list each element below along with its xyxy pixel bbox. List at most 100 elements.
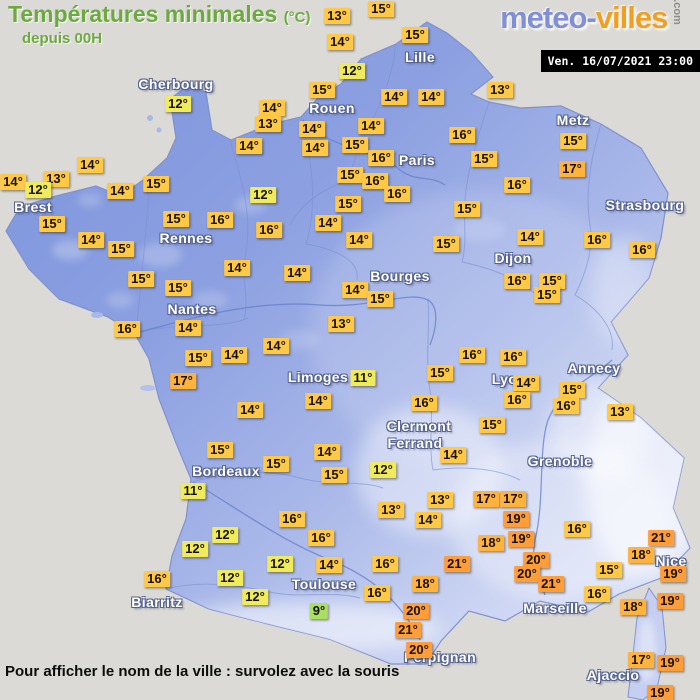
temp-label[interactable]: 14°	[346, 232, 372, 248]
temp-label[interactable]: 14°	[263, 338, 289, 354]
temp-label[interactable]: 15°	[560, 133, 586, 149]
temp-label[interactable]: 15°	[143, 176, 169, 192]
temp-label[interactable]: 15°	[163, 211, 189, 227]
temp-label[interactable]: 19°	[657, 655, 683, 671]
temp-label[interactable]: 16°	[504, 273, 530, 289]
temp-label[interactable]: 12°	[242, 589, 268, 605]
temp-label[interactable]: 19°	[508, 531, 534, 547]
temp-label[interactable]: 15°	[559, 382, 585, 398]
temp-label[interactable]: 14°	[513, 375, 539, 391]
temp-label[interactable]: 15°	[471, 151, 497, 167]
temp-label[interactable]: 14°	[78, 232, 104, 248]
temp-label[interactable]: 15°	[309, 82, 335, 98]
temp-label[interactable]: 14°	[381, 89, 407, 105]
temp-label[interactable]: 16°	[368, 150, 394, 166]
temp-label[interactable]: 13°	[255, 116, 281, 132]
temp-label[interactable]: 15°	[433, 236, 459, 252]
temp-label[interactable]: 17°	[628, 652, 654, 668]
temp-label[interactable]: 14°	[415, 512, 441, 528]
temp-label[interactable]: 14°	[358, 118, 384, 134]
temp-label[interactable]: 12°	[212, 527, 238, 543]
temp-label[interactable]: 21°	[648, 530, 674, 546]
temp-label[interactable]: 12°	[165, 96, 191, 112]
temp-label[interactable]: 17°	[473, 491, 499, 507]
temp-label[interactable]: 15°	[108, 241, 134, 257]
temp-label[interactable]: 15°	[367, 291, 393, 307]
temp-label[interactable]: 16°	[504, 177, 530, 193]
temp-label[interactable]: 16°	[504, 392, 530, 408]
temp-label[interactable]: 12°	[25, 182, 51, 198]
temp-label[interactable]: 12°	[267, 556, 293, 572]
temp-label[interactable]: 11°	[180, 483, 206, 499]
temp-label[interactable]: 21°	[395, 622, 421, 638]
temp-label[interactable]: 14°	[224, 260, 250, 276]
temp-label[interactable]: 17°	[559, 161, 585, 177]
meteo-villes-logo[interactable]: meteo-villes .com	[500, 0, 690, 36]
temp-label[interactable]: 15°	[479, 417, 505, 433]
temp-label[interactable]: 18°	[412, 576, 438, 592]
temp-label[interactable]: 14°	[327, 34, 353, 50]
temp-label[interactable]: 15°	[368, 1, 394, 17]
temp-label[interactable]: 15°	[128, 271, 154, 287]
temp-label[interactable]: 13°	[324, 8, 350, 24]
temp-label[interactable]: 16°	[372, 556, 398, 572]
temp-label[interactable]: 16°	[629, 242, 655, 258]
temp-label[interactable]: 14°	[418, 89, 444, 105]
temp-label[interactable]: 14°	[284, 265, 310, 281]
temp-label[interactable]: 20°	[403, 603, 429, 619]
temp-label[interactable]: 19°	[647, 685, 673, 700]
temp-label[interactable]: 17°	[500, 491, 526, 507]
temp-label[interactable]: 16°	[362, 173, 388, 189]
temp-label[interactable]: 13°	[487, 82, 513, 98]
temp-label[interactable]: 14°	[440, 447, 466, 463]
temp-label[interactable]: 15°	[207, 442, 233, 458]
temp-label[interactable]: 16°	[384, 186, 410, 202]
temp-label[interactable]: 12°	[370, 462, 396, 478]
temp-label[interactable]: 14°	[107, 183, 133, 199]
temp-label[interactable]: 16°	[256, 222, 282, 238]
temp-label[interactable]: 14°	[305, 393, 331, 409]
temp-label[interactable]: 14°	[259, 100, 285, 116]
temp-label[interactable]: 14°	[315, 215, 341, 231]
temp-label[interactable]: 16°	[308, 530, 334, 546]
temp-label[interactable]: 16°	[459, 347, 485, 363]
temp-label[interactable]: 16°	[144, 571, 170, 587]
temp-label[interactable]: 16°	[564, 521, 590, 537]
temp-label[interactable]: 15°	[165, 280, 191, 296]
temp-label[interactable]: 14°	[302, 140, 328, 156]
temp-label[interactable]: 15°	[335, 196, 361, 212]
temp-label[interactable]: 13°	[328, 316, 354, 332]
temp-label[interactable]: 16°	[584, 586, 610, 602]
temp-label[interactable]: 12°	[339, 63, 365, 79]
temp-label[interactable]: 11°	[350, 370, 376, 386]
temp-label[interactable]: 21°	[538, 576, 564, 592]
temp-label[interactable]: 12°	[182, 541, 208, 557]
temp-label[interactable]: 14°	[517, 229, 543, 245]
temp-label[interactable]: 14°	[237, 402, 263, 418]
temp-label[interactable]: 15°	[263, 456, 289, 472]
temp-label[interactable]: 18°	[478, 535, 504, 551]
temp-label[interactable]: 16°	[584, 232, 610, 248]
temp-label[interactable]: 16°	[279, 511, 305, 527]
temp-label[interactable]: 13°	[378, 502, 404, 518]
temp-label[interactable]: 16°	[411, 395, 437, 411]
temp-label[interactable]: 14°	[314, 444, 340, 460]
temp-label[interactable]: 16°	[500, 349, 526, 365]
temp-label[interactable]: 20°	[523, 552, 549, 568]
temp-label[interactable]: 15°	[321, 467, 347, 483]
temp-label[interactable]: 12°	[250, 187, 276, 203]
temp-label[interactable]: 12°	[217, 570, 243, 586]
temp-label[interactable]: 14°	[0, 174, 26, 190]
temp-label[interactable]: 20°	[406, 642, 432, 658]
temp-label[interactable]: 15°	[185, 350, 211, 366]
temp-label[interactable]: 14°	[299, 121, 325, 137]
temp-label[interactable]: 15°	[539, 273, 565, 289]
temp-label[interactable]: 17°	[170, 373, 196, 389]
temp-label[interactable]: 15°	[427, 365, 453, 381]
temp-label[interactable]: 16°	[364, 585, 390, 601]
temp-label[interactable]: 15°	[454, 201, 480, 217]
temp-label[interactable]: 15°	[534, 287, 560, 303]
temp-label[interactable]: 19°	[660, 566, 686, 582]
temp-label[interactable]: 19°	[503, 511, 529, 527]
temp-label[interactable]: 16°	[553, 398, 579, 414]
